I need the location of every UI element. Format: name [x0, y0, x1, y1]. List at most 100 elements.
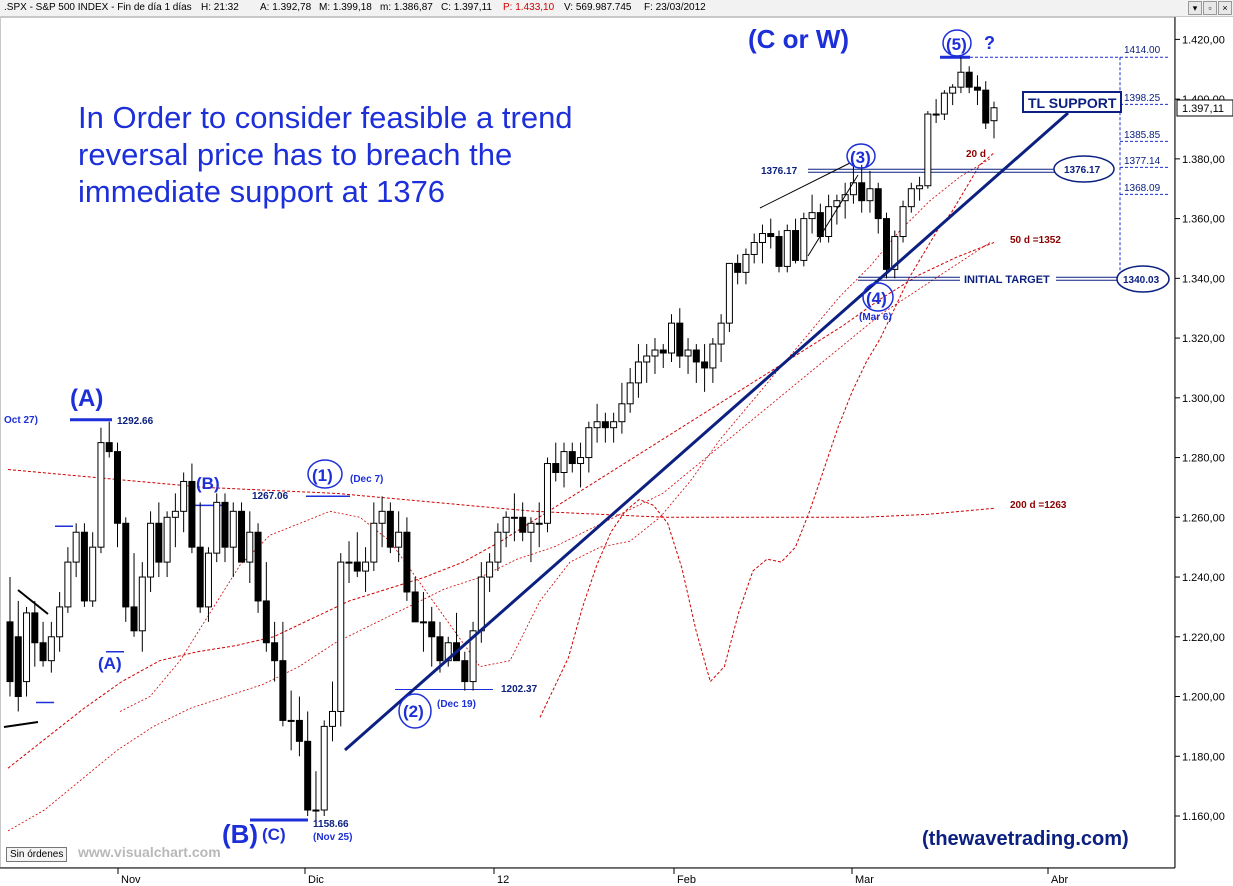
moving-average-line: [539, 152, 995, 718]
candle: [122, 517, 130, 622]
candle: [295, 696, 303, 757]
candle: [684, 338, 692, 374]
candle-body: [337, 561, 345, 712]
candle-body: [386, 510, 394, 548]
candle-body: [601, 421, 609, 429]
symbol-label: .SPX - S&P 500 INDEX - Fin de día 1 días: [4, 2, 192, 13]
candle: [436, 621, 444, 673]
sin-ordenes-button[interactable]: Sin órdenes: [6, 847, 68, 862]
y-tick-label: 1.220,00: [1182, 632, 1225, 644]
wave4-date: (Mar 6): [859, 312, 892, 323]
wave5-label: (5): [946, 35, 967, 54]
candle-body: [378, 510, 386, 524]
candle-body: [527, 522, 535, 533]
wave-a-big-label: (A): [70, 385, 103, 412]
candle-body: [783, 230, 791, 267]
candle: [676, 308, 684, 368]
candle-body: [560, 451, 568, 473]
candle: [337, 553, 345, 727]
candle: [262, 562, 270, 652]
candle-body: [701, 361, 709, 369]
moving-average-line: [7, 469, 995, 518]
candle: [238, 502, 246, 563]
candle: [800, 212, 808, 267]
y-tick-label: 1.280,00: [1182, 453, 1225, 465]
level-1385-label: 1385.85: [1124, 130, 1161, 141]
volume-label: V: 569.987.745: [564, 2, 632, 13]
close-icon[interactable]: ×: [1218, 1, 1232, 15]
y-tick-label: 1.160,00: [1182, 811, 1225, 823]
candle-body: [634, 361, 642, 384]
candle: [345, 541, 353, 584]
wave-c-or-w-label: (C or W): [748, 24, 849, 54]
x-tick-label: Mar: [855, 874, 874, 886]
site-credit: (thewavetrading.com): [922, 828, 1129, 850]
restore-icon[interactable]: ▫: [1203, 1, 1217, 15]
candle: [742, 248, 750, 285]
candle-body: [684, 349, 692, 357]
candle: [626, 367, 634, 413]
high-label: M: 1.399,18: [319, 2, 372, 13]
candle-body: [39, 642, 47, 662]
minimize-icon[interactable]: ▾: [1188, 1, 1202, 15]
candle: [312, 771, 320, 822]
candle: [560, 442, 568, 488]
candle-body: [965, 71, 973, 88]
candle-body: [610, 421, 618, 429]
y-tick-label: 1.240,00: [1182, 572, 1225, 584]
candle: [593, 403, 601, 443]
candle: [486, 553, 494, 592]
candle: [808, 194, 816, 234]
last-price-box: [1176, 99, 1233, 117]
candle-body: [709, 343, 717, 369]
candle: [180, 472, 188, 533]
candle: [965, 66, 973, 94]
candle-body: [858, 182, 866, 202]
nov25-label: (Nov 25): [313, 832, 352, 843]
candle: [957, 57, 965, 94]
tl-support-label: TL SUPPORT: [1028, 95, 1117, 111]
candle: [924, 111, 932, 189]
candle-body: [957, 71, 965, 88]
candle-body: [23, 612, 31, 683]
y-tick-label: 1.340,00: [1182, 273, 1225, 285]
date-label: F: 23/03/2012: [644, 2, 706, 13]
candle: [14, 600, 22, 712]
close-label: C: 1.397,11: [441, 2, 492, 13]
wedge-line-lower: [807, 174, 859, 257]
candle-body: [924, 113, 932, 187]
candle: [39, 621, 47, 667]
candle-body: [907, 188, 915, 208]
candle: [47, 621, 55, 673]
wave3-circle: [846, 143, 876, 169]
wave1-label: (1): [312, 466, 333, 485]
candle: [701, 344, 709, 392]
level-1340-box: [1116, 265, 1170, 293]
candle: [643, 344, 651, 383]
candle-body: [395, 531, 403, 548]
wave2-label: (2): [403, 702, 424, 721]
candle: [147, 511, 155, 592]
candle-body: [147, 522, 155, 578]
candle: [725, 262, 733, 333]
low-label: m: 1.386,87: [380, 2, 433, 13]
candle-body: [262, 600, 270, 644]
headline-line-3: immediate support at 1376: [78, 174, 445, 209]
candle-body: [345, 561, 353, 564]
y-axis: 1.160,00 1.180,00 1.200,00 1.220,00 1.240,00…: [1175, 34, 1225, 823]
y-tick-label: 1.420,00: [1182, 34, 1225, 46]
candle: [428, 606, 436, 667]
candle-body: [163, 516, 171, 563]
candle: [825, 194, 833, 243]
wave5-circle: [942, 29, 972, 57]
candle-body: [353, 561, 361, 572]
initial-target-label: INITIAL TARGET: [964, 274, 1050, 286]
level-1368-label: 1368.09: [1124, 183, 1161, 194]
level-1267-label: 1267.06: [252, 491, 289, 502]
candle-body: [312, 809, 320, 812]
candle-body: [593, 421, 601, 429]
candle: [163, 511, 171, 578]
candle: [858, 164, 866, 213]
candle: [767, 218, 775, 249]
